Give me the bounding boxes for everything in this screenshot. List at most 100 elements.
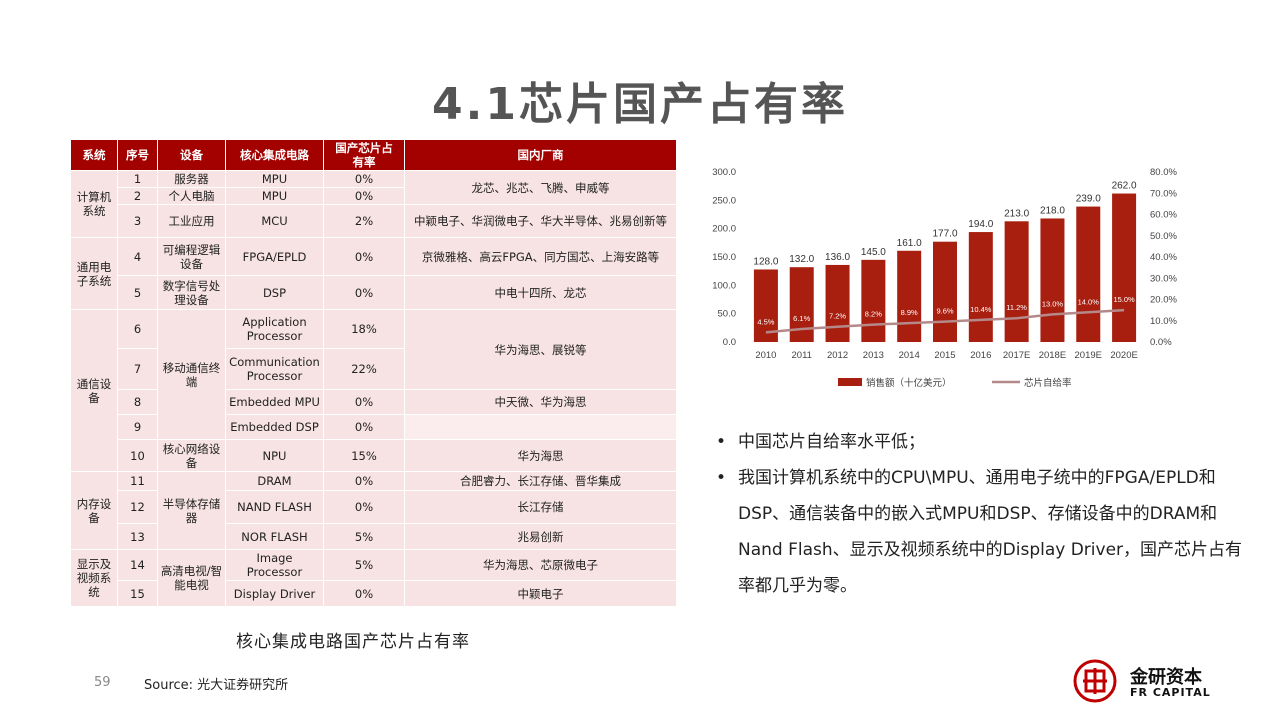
table-row: 显示及视频系统 14 高清电视/智能电视 Image Processor 5% … [70,549,677,607]
vendor-cell: 京微雅格、高云FPGA、同方国芯、上海安路等 [404,237,677,276]
table-row: 内存设备 11 半导体存储器 DRAM 0% 合肥睿力、长江存储、晋华集成 [70,471,677,550]
legend-label-line: 芯片自给率 [1024,377,1072,389]
table-row: 7 Communication Processor 22% [71,348,677,390]
x-tick-label: 2010 [755,350,776,361]
system-cell: 计算机系统 [70,170,118,238]
y-tick-label-left: 100.0 [712,280,736,291]
y-tick-label-right: 70.0% [1150,188,1177,199]
bar-value-label: 128.0 [753,256,778,267]
y-tick-label-right: 40.0% [1150,252,1177,263]
bar [1004,221,1029,342]
x-tick-label: 2015 [934,350,955,361]
y-tick-label-right: 60.0% [1150,210,1177,221]
line-value-label: 8.9% [901,308,918,317]
y-tick-label-left: 250.0 [712,195,736,206]
vendor-cell: 合肥睿力、长江存储、晋华集成 [404,471,677,491]
device-cell: 高清电视/智能电视 [157,549,226,607]
row-number: 7 [117,348,158,390]
table-caption: 核心集成电路国产芯片占有率 [236,632,470,652]
ic-cell: NOR FLASH [225,523,324,550]
bullet-text: 中国芯片自给率水平低； [738,432,925,452]
bar [968,232,993,342]
device-cell: 个人电脑 [157,187,226,205]
share-cell: 0% [323,490,405,524]
table-row: 通信设备 6 移动通信终端 Application Processor 18% … [70,309,677,472]
x-tick-label: 2012 [827,350,848,361]
y-tick-label-right: 30.0% [1150,273,1177,284]
share-cell: 22% [323,348,405,390]
device-cell: 移动通信终端 [157,309,226,440]
fr-capital-logo [1073,659,1117,703]
table-row: 8 Embedded MPU 0% 中天微、华为海思 [71,389,677,415]
line-value-label: 4.5% [757,317,774,326]
table-row: 9 Embedded DSP 0% [71,414,677,440]
table-row: 13 NOR FLASH 5% 兆易创新 [71,523,677,550]
row-number: 13 [117,523,158,550]
table-row: 通用电子系统 4 可编程逻辑设备 FPGA/EPLD 0% 京微雅格、高云FPG… [70,237,677,310]
share-cell: 0% [323,471,405,491]
share-cell: 0% [323,275,405,310]
share-cell: 0% [323,237,405,276]
ic-cell: NAND FLASH [225,490,324,524]
page-number: 59 [94,675,111,690]
bar-value-label: 177.0 [932,229,957,240]
share-cell: 15% [323,439,405,472]
row-number: 1 [117,170,158,188]
y-tick-label-left: 150.0 [712,252,736,263]
x-tick-label: 2017E [1003,350,1030,361]
bar-value-label: 194.0 [968,219,993,230]
device-cell: 可编程逻辑设备 [157,237,226,276]
line-value-label: 8.2% [865,310,882,319]
share-cell: 5% [323,523,405,550]
bar-value-label: 213.0 [1004,208,1029,219]
y-tick-label-right: 50.0% [1150,231,1177,242]
y-tick-label-right: 10.0% [1150,316,1177,327]
bar [1112,193,1137,342]
source-note: Source: 光大证券研究所 [144,678,289,693]
system-cell: 通用电子系统 [70,237,118,310]
vendor-cell: 中颖电子、华润微电子、华大半导体、兆易创新等 [404,204,677,238]
vendor-cell: 兆易创新 [404,523,677,550]
line-value-label: 9.6% [936,307,953,316]
vendor-cell: 华为海思、芯原微电子 [404,549,677,581]
row-number: 3 [117,204,158,238]
y-tick-label-left: 200.0 [712,224,736,235]
y-tick-label-right: 80.0% [1150,167,1177,178]
bar [861,259,886,342]
line-value-label: 13.0% [1042,299,1064,308]
vendor-cell: 中电十四所、龙芯 [404,275,677,310]
share-cell: 0% [323,414,405,440]
ic-cell: Application Processor [225,309,324,349]
system-cell: 内存设备 [70,471,118,550]
y-tick-label-right: 20.0% [1150,295,1177,306]
logo-text-cn: 金研资本 [1130,667,1202,688]
vendor-cell: 中天微、华为海思 [404,389,677,415]
series-line [765,308,1125,334]
system-cell: 显示及视频系统 [70,549,118,607]
line-value-label: 10.4% [970,305,992,314]
x-tick-label: 2018E [1039,350,1066,361]
ic-cell: DSP [225,275,324,310]
share-cell: 2% [323,204,405,238]
chip-share-table: 系统 序号 设备 核心集成电路 国产芯片占有率 国内厂商 计算机系统 1 服务器… [70,139,677,607]
y-tick-label-right: 0.0% [1150,337,1172,348]
bullet-list: • 中国芯片自给率水平低； • 我国计算机系统中的CPU\MPU、通用电子统中的FP… [716,424,1246,604]
row-number: 12 [117,490,158,524]
row-number: 4 [117,237,158,276]
ic-cell: MCU [225,204,324,238]
vendor-cell-empty [404,414,677,440]
share-cell: 0% [323,580,405,607]
row-number: 8 [117,389,158,415]
row-number: 2 [117,187,158,205]
table-row: 15 Display Driver 0% 中颖电子 [71,580,677,607]
row-number: 11 [117,471,158,491]
ic-cell: FPGA/EPLD [225,237,324,276]
header-no: 序号 [117,139,158,171]
row-number: 15 [117,580,158,607]
bar-value-label: 239.0 [1076,194,1101,205]
line-value-label: 14.0% [1078,297,1100,306]
bar [753,269,778,342]
ic-cell: MPU [225,187,324,205]
bar [897,250,922,342]
table-row: 计算机系统 1 服务器 MPU 0% 龙芯、兆芯、飞腾、申威等 [70,170,677,238]
